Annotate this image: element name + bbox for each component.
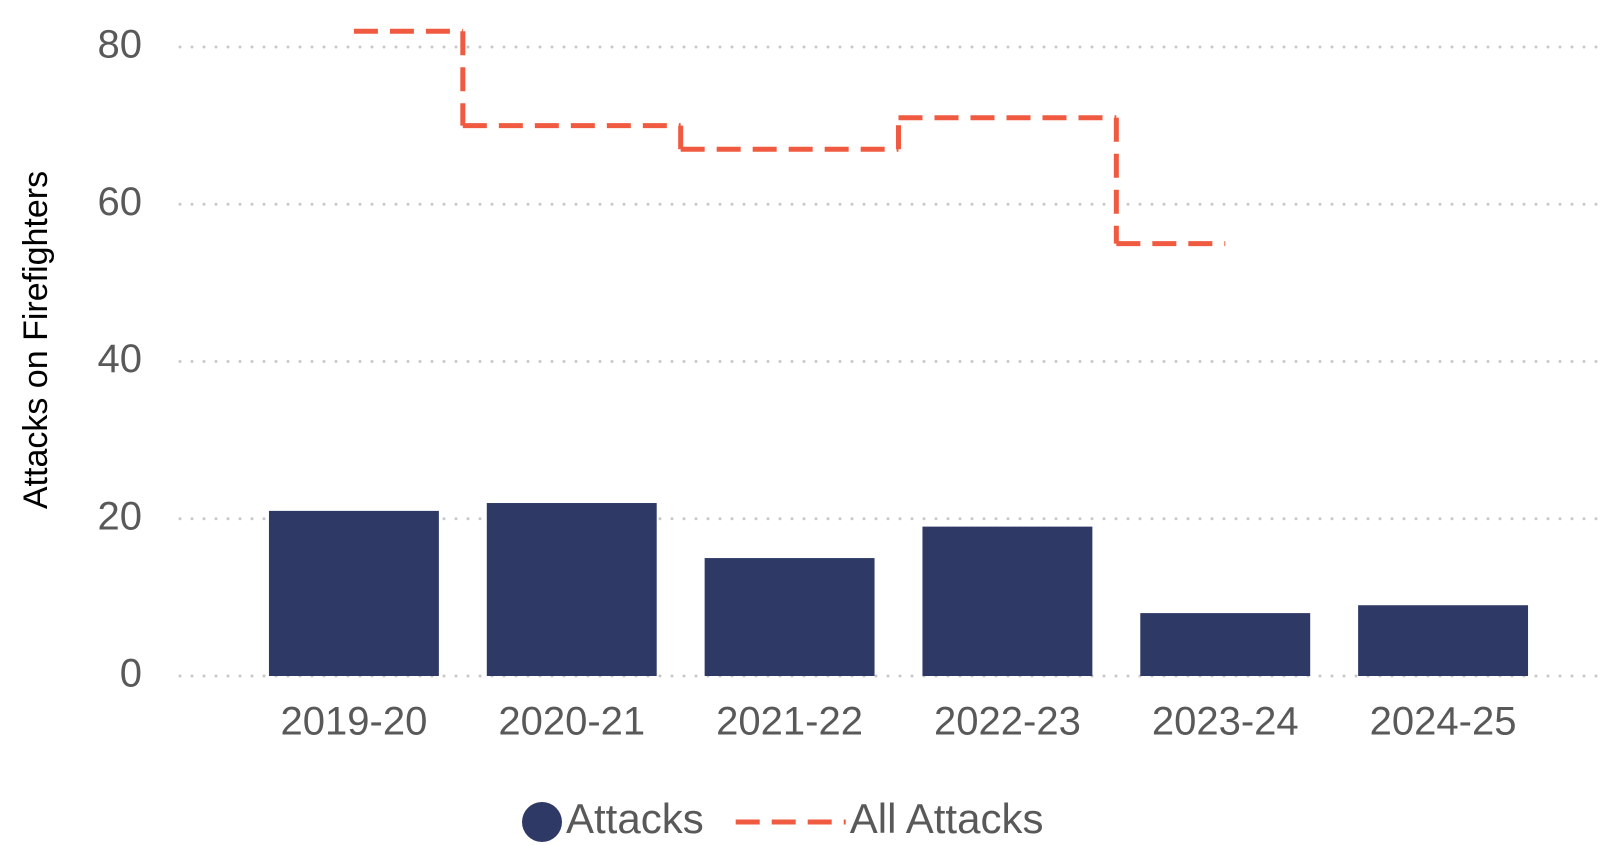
y-tick-label: 0 [120, 652, 142, 696]
x-tick-label: 2022-23 [934, 700, 1081, 744]
x-tick-label: 2021-22 [716, 700, 863, 744]
y-tick-label: 80 [98, 23, 143, 67]
x-tick-label: 2020-21 [498, 700, 645, 744]
y-tick-label: 60 [98, 180, 143, 224]
bar [922, 526, 1093, 676]
y-axis-label: Attacks on Firefighters [17, 171, 55, 509]
bar [268, 510, 439, 676]
y-tick-label: 20 [98, 494, 143, 538]
bar [1140, 613, 1311, 676]
legend-label: All Attacks [850, 795, 1044, 842]
bar [486, 503, 657, 676]
legend-marker [522, 802, 562, 842]
x-tick-label: 2019-20 [281, 700, 428, 744]
x-tick-label: 2023-24 [1152, 700, 1299, 744]
x-tick-label: 2024-25 [1370, 700, 1517, 744]
bar [704, 558, 875, 676]
bar [1358, 605, 1529, 676]
y-tick-label: 40 [98, 337, 143, 381]
legend-label: Attacks [566, 795, 704, 842]
